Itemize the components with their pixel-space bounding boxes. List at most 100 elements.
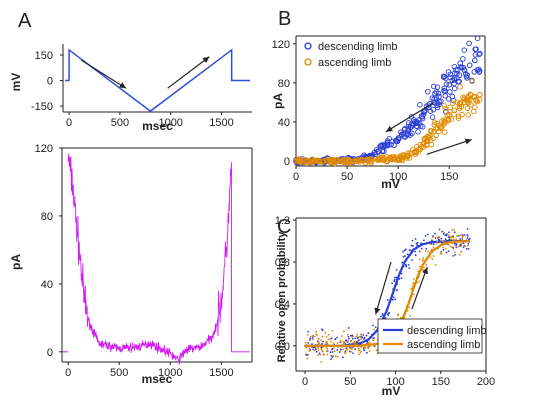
p2-x-tick-label: 50 [341,171,353,183]
po-ascending-cloud-point [452,238,455,241]
p2-x-tick-label: 0 [293,171,299,183]
po-ascending-cloud-point [345,349,347,352]
p3-x-tick-label: 150 [432,376,450,388]
po-descending-cloud-point [414,250,417,253]
po-ascending-cloud-point [311,338,314,341]
po-ascending-cloud-point [309,335,312,338]
po-descending-cloud-point [459,238,462,240]
p2-x-tick-label: 150 [440,171,458,183]
po-ascending-cloud-point [373,328,376,331]
po-ascending-cloud-point [321,349,323,352]
po-descending-cloud-point [330,354,333,357]
po-ascending-cloud-point [351,336,354,338]
iv-descending-cloud-point [405,120,412,126]
iv-ascending-point [466,96,473,103]
iv-descending-cloud-point [368,153,374,160]
po-descending-cloud-point [412,244,414,247]
po-ascending-cloud-point [431,258,434,260]
p3-x-tick-label: 0 [302,376,308,388]
po-ascending-cloud-point [444,247,447,250]
po-ascending-cloud-point [314,333,317,336]
po-descending-cloud-point [454,254,456,256]
po-arrow-descending-shaft [375,261,392,315]
po-ascending-cloud-point [417,270,420,273]
iv-ascending-cloud-point [464,105,471,112]
iv-descending-point [466,62,473,69]
po-ascending-cloud-point [440,251,443,254]
iv-descending-point [415,117,422,123]
iv-descending-cloud-point [402,125,408,132]
po-ascending-cloud-point [354,343,356,345]
legend-marker-descending [304,42,312,50]
po-ascending-cloud-point [466,244,469,247]
po-descending-cloud-point [396,289,398,292]
iv-ascending-cloud-point [469,78,475,85]
p2-y-tick-label: 0 [284,156,290,168]
po-descending-cloud-point [442,232,445,235]
p2-y-tick-label: 40 [278,117,290,129]
iv-ascending-cloud-point [304,158,311,164]
po-ascending-cloud-point [421,258,424,261]
po-ascending-cloud-point [339,340,342,342]
po-ascending-cloud-point [317,354,320,356]
po-ascending-cloud-point [360,350,362,353]
iv-descending-cloud-point [452,85,458,92]
po-ascending-cloud-point [425,264,428,266]
po-ascending-cloud-point [350,340,352,343]
p0-y-tick-label: -150 [31,101,53,113]
po-descending-cloud-point [312,348,315,351]
po-descending-cloud-point [414,254,417,257]
po-ascending-cloud-point [424,250,427,252]
iv-descending-point [374,148,381,155]
iv-descending-cloud-point [447,74,453,81]
iv-descending-cloud-point [431,83,437,90]
iv-ascending-cloud-point [457,99,464,106]
p1-y-axis-label: pA [9,254,23,270]
iv-ascending-cloud-point [428,141,435,148]
po-ascending-cloud-point [321,335,324,338]
iv-descending-point [385,142,391,149]
iv-ascending-cloud-point [431,119,438,125]
po-ascending-cloud-point [325,335,328,338]
po-descending-cloud-point [414,238,417,240]
po-ascending-cloud-point [354,341,357,344]
po-ascending-cloud-point [329,338,332,341]
iv-descending-cloud-point [417,101,423,108]
po-ascending-cloud-point [434,263,437,266]
iv-ascending-cloud-point [369,157,376,163]
po-ascending-cloud-point [327,338,330,341]
iv-descending-cloud-point [431,96,437,102]
po-ascending-cloud-point [342,348,344,351]
iv-ascending-cloud-point [455,113,462,120]
marks-layer: descending limb ascending limb descending … [62,35,487,365]
iv-descending-cloud-point [457,60,463,66]
po-descending-cloud-point [411,239,414,242]
po-ascending-cloud-point [343,351,346,354]
po-arrow-ascending-head [422,267,428,275]
iv-ascending-cloud-point [379,154,386,160]
po-ascending-cloud-point [342,341,345,343]
p3-y-tick-label: 1.2 [275,215,290,227]
po-ascending-cloud-point [359,351,362,354]
p2-y-axis-label: pA [271,93,285,109]
po-descending-cloud-point [462,246,465,249]
po-ascending-cloud-point [332,347,335,350]
iv-descending-cloud-point [476,68,483,74]
po-ascending-cloud-point [317,337,320,340]
po-descending-cloud-point [315,350,318,353]
iv-ascending-point [441,117,447,123]
p0-x-tick-label: 1000 [158,117,182,129]
po-descending-cloud-point [406,253,409,256]
po-ascending-cloud-point [427,250,429,253]
iv-ascending-cloud-point [376,155,383,162]
po-ascending-cloud-point [326,347,329,350]
iv-ascending-cloud-point [316,158,322,165]
iv-descending-cloud-point [441,85,448,92]
po-descending-cloud-point [366,351,368,354]
po-descending-cloud-point [420,242,422,245]
po-ascending-cloud-point [364,347,366,349]
iv-descending-cloud-point [457,64,464,70]
iv-descending-cloud-point [432,90,438,97]
arrow-descending-head [119,82,126,89]
po-ascending-cloud-point [440,253,443,256]
